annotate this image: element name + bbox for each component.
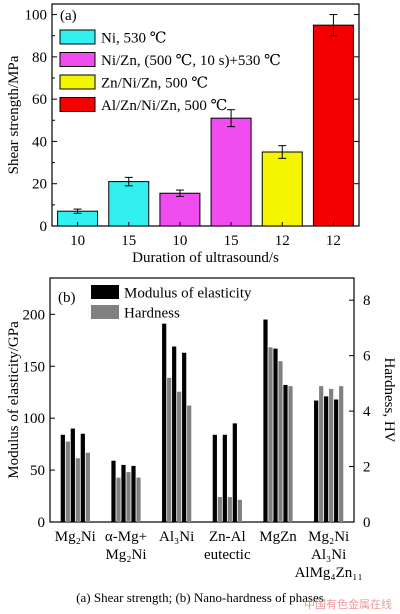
panel-a-xtick-label: 12 (275, 233, 290, 249)
panel-b-category-label: Mg₂Ni (105, 547, 146, 563)
panel-b-y2tick-label: 8 (363, 293, 371, 309)
panel-b-modulus-bar (314, 400, 319, 522)
panel-a-bar (261, 151, 303, 227)
panel-b-hardness-bar (65, 441, 70, 522)
panel-b-hardness-bar (167, 377, 172, 522)
panel-b-category-label: Zn-Al (209, 529, 246, 545)
panel-b-ylabel: Modulus of elasticity/GPa (6, 321, 22, 479)
panel-a-ylabel: Shear strength/MPa (6, 55, 22, 174)
panel-b-category-label: Al₃Ni (159, 529, 194, 545)
panel-a-ytick-label: 60 (32, 92, 47, 108)
panel-b-modulus-bar (212, 434, 217, 522)
panel-a-legend-label: Zn/Ni/Zn, 500 ℃ (101, 76, 208, 92)
panel-b-modulus-bar (222, 434, 227, 522)
panel-b-hardness-bar (177, 391, 182, 522)
panel-b-category-label: MgZn (259, 529, 297, 545)
panel-b-hardness-bar (227, 497, 232, 522)
panel-b-modulus-bar (111, 460, 116, 522)
panel-a-legend-label: Al/Zn/Ni/Zn, 500 ℃ (101, 98, 227, 114)
panel-b-ytick-label: 50 (30, 463, 45, 479)
panel-b-y2tick-label: 6 (363, 349, 371, 365)
panel-b-y2tick-label: 4 (363, 404, 371, 420)
panel-b-legend-swatch (91, 285, 119, 299)
panel-a-legend-swatch (59, 29, 96, 45)
panel-a-legend-label: Ni/Zn, (500 ℃, 10 s)+530 ℃ (101, 53, 281, 69)
panel-b-hardness-bar (136, 477, 141, 522)
panel-b-ytick-label: 200 (23, 307, 46, 323)
panel-a-bar (108, 181, 150, 227)
panel-b-ytick-label: 0 (38, 515, 46, 531)
panel-a-ytick-label: 40 (32, 134, 47, 150)
panel-b-label: (b) (58, 290, 76, 306)
panel-b-modulus-bar (182, 352, 187, 522)
panel-a-legend-label: Ni, 530 ℃ (101, 31, 167, 47)
panel-a-legend-swatch (59, 52, 96, 67)
panel-b-hardness-bar (126, 472, 131, 522)
panel-b-modulus-bar (131, 465, 136, 522)
panel-b-modulus-bar (60, 434, 65, 522)
panel-b-modulus-bar (121, 464, 126, 522)
panel-b-hardness-bar (217, 497, 222, 522)
panel-b-modulus-bar (334, 399, 339, 522)
panel-a-ytick-label: 20 (32, 177, 47, 193)
panel-b-hardness-bar (75, 458, 80, 522)
panel-b-hardness-bar (288, 386, 293, 522)
panel-a-xlabel: Duration of ultrasound/s (132, 250, 279, 266)
panel-b-modulus-bar (80, 433, 85, 522)
panel-a-frame (51, 3, 360, 227)
figure-caption: (a) Shear strength; (b) Nano-hardness of… (76, 590, 324, 605)
panel-b-hardness-bar (268, 347, 273, 522)
panel-b-legend-label: Modulus of elasticity (124, 286, 252, 302)
panel-a-legend-swatch (59, 97, 96, 112)
panel-a-legend-swatch (59, 74, 96, 90)
panel-b-category-label: Mg₂Ni (308, 529, 349, 545)
panel-b-hardness-bar (116, 477, 121, 522)
panel-b-frame (49, 277, 355, 523)
panel-b-category-label: Mg₂Ni (55, 529, 96, 545)
panel-a-xtick-label: 10 (70, 233, 85, 249)
panel-b-category-label: Al₃Ni (311, 547, 346, 563)
panel-b-modulus-bar (232, 423, 237, 522)
panel-b-hardness-bar (339, 386, 344, 522)
panel-b-y2label: Hardness, HV (381, 358, 397, 443)
panel-a-xtick-label: 15 (224, 233, 239, 249)
panel-b-hardness-bar (237, 499, 242, 522)
panel-b-modulus-bar (263, 319, 268, 522)
panel-a-ytick-label: 0 (40, 219, 48, 235)
panel-b-hardness-bar (319, 386, 324, 522)
panel-b-hardness-bar (187, 405, 192, 522)
panel-a-xtick-label: 15 (121, 233, 136, 249)
panel-b-hardness-bar (329, 388, 334, 522)
panel-b-category-label: eutectic (204, 547, 251, 563)
panel-a-bar (312, 24, 354, 227)
panel-b-category-label: AlMg₄Zn₁₁ (295, 565, 363, 581)
panel-a-bar (159, 192, 201, 227)
panel-b-hardness-bar (278, 361, 283, 522)
panel-b-y2tick-label: 0 (363, 515, 371, 531)
panel-b-modulus-bar (70, 428, 75, 522)
panel-a-ytick-label: 80 (32, 50, 47, 66)
panel-b-modulus-bar (162, 323, 167, 522)
panel-a-xtick-label: 10 (172, 233, 187, 249)
panel-b-modulus-bar (283, 384, 288, 522)
panel-a-xtick-label: 12 (326, 233, 341, 249)
panel-b-category-label: α-Mg+ (105, 529, 147, 545)
panel-b-y2tick-label: 2 (363, 460, 371, 476)
panel-b-modulus-bar (273, 348, 278, 522)
panel-a-label: (a) (60, 8, 77, 24)
panel-b-modulus-bar (324, 396, 329, 522)
panel-b-ytick-label: 100 (23, 411, 46, 427)
panel-b-modulus-bar (172, 346, 177, 522)
panel-b-hardness-bar (85, 452, 90, 522)
panel-b-legend-swatch (91, 305, 119, 319)
panel-a-bar (210, 117, 252, 227)
panel-b-legend-label: Hardness (124, 306, 180, 322)
panel-a-ytick-label: 100 (25, 8, 48, 24)
watermark: 中国有色金属在线 (304, 598, 392, 611)
panel-b-ytick-label: 150 (23, 359, 46, 375)
